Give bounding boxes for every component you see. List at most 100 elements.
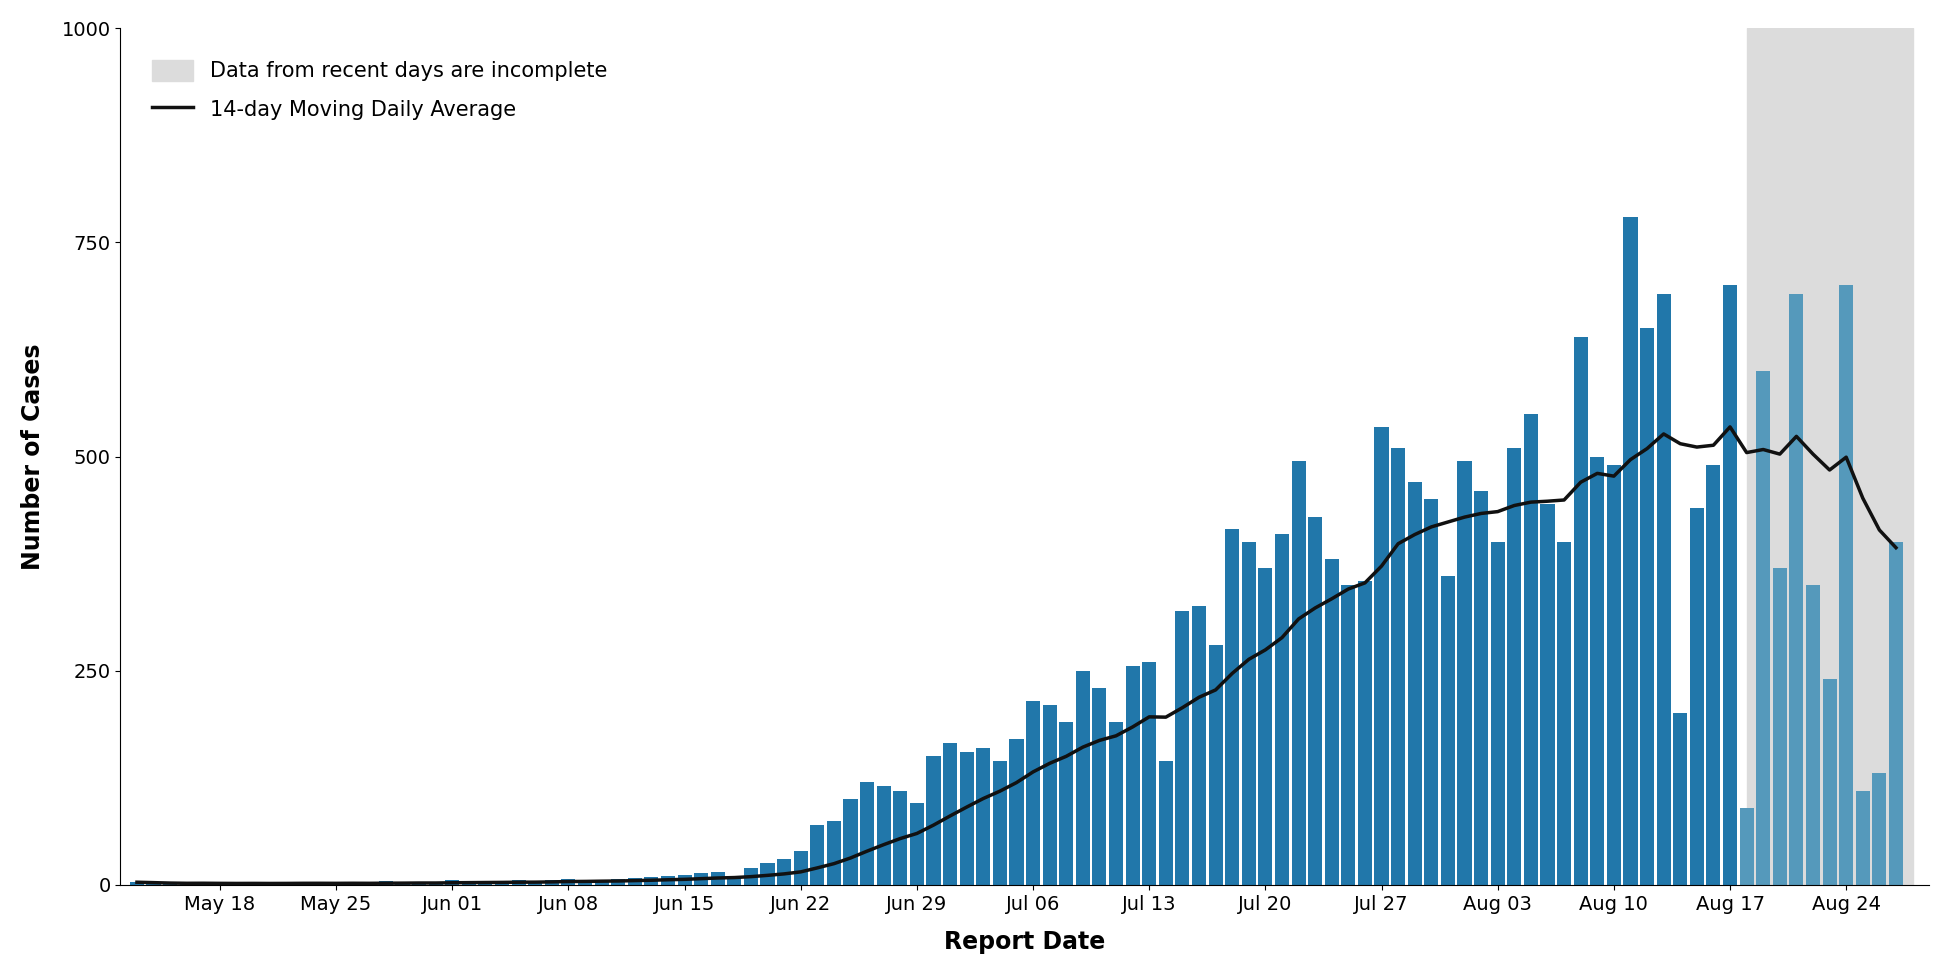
Bar xyxy=(878,786,891,884)
Bar xyxy=(926,757,940,884)
Bar xyxy=(1408,483,1422,884)
Bar xyxy=(1806,585,1819,884)
Bar xyxy=(1291,461,1306,884)
Bar xyxy=(1043,705,1057,884)
Bar xyxy=(1010,739,1024,884)
Bar xyxy=(727,877,741,884)
Bar xyxy=(1624,216,1638,884)
Bar xyxy=(131,882,144,884)
Bar xyxy=(1640,329,1654,884)
Bar xyxy=(694,873,708,884)
Bar xyxy=(893,791,907,884)
Y-axis label: Number of Cases: Number of Cases xyxy=(21,343,45,569)
Bar xyxy=(544,879,560,884)
Bar xyxy=(1258,567,1273,884)
Bar xyxy=(1691,508,1704,884)
Bar xyxy=(495,882,509,884)
Bar xyxy=(944,744,957,884)
Bar xyxy=(1092,687,1106,884)
Bar xyxy=(911,803,924,884)
Bar xyxy=(478,881,493,884)
Bar xyxy=(1158,760,1172,884)
Bar xyxy=(1424,499,1439,884)
Bar xyxy=(577,880,593,884)
Bar xyxy=(595,879,608,884)
Bar xyxy=(1143,662,1156,884)
Bar xyxy=(827,821,840,884)
Bar xyxy=(1589,456,1605,884)
Bar xyxy=(1225,529,1240,884)
Bar xyxy=(1607,465,1620,884)
Bar xyxy=(363,883,376,884)
Bar xyxy=(1242,542,1256,884)
Bar xyxy=(197,883,211,884)
Bar xyxy=(1357,581,1373,884)
Bar xyxy=(710,872,725,884)
X-axis label: Report Date: Report Date xyxy=(944,930,1106,955)
Bar xyxy=(844,800,858,884)
Bar xyxy=(1890,542,1903,884)
Legend: Data from recent days are incomplete, 14-day Moving Daily Average: Data from recent days are incomplete, 14… xyxy=(131,39,628,140)
Bar xyxy=(1724,286,1737,884)
Bar xyxy=(1839,286,1852,884)
Bar xyxy=(1342,585,1355,884)
Bar xyxy=(1191,606,1205,884)
Bar xyxy=(993,760,1006,884)
Bar xyxy=(1556,542,1572,884)
Bar xyxy=(1856,791,1870,884)
Bar xyxy=(462,882,476,884)
Bar xyxy=(146,883,160,884)
Bar xyxy=(1457,461,1472,884)
Bar xyxy=(1490,542,1505,884)
Bar xyxy=(1523,413,1539,884)
Bar xyxy=(1673,714,1687,884)
Bar xyxy=(511,880,526,884)
Bar xyxy=(345,882,359,884)
Bar xyxy=(1790,293,1804,884)
Bar xyxy=(661,877,675,884)
Bar xyxy=(1747,28,1913,884)
Bar xyxy=(312,883,326,884)
Bar xyxy=(1872,773,1886,884)
Bar xyxy=(1706,465,1720,884)
Bar xyxy=(378,881,392,884)
Bar xyxy=(1110,722,1123,884)
Bar xyxy=(1324,560,1340,884)
Bar xyxy=(644,878,659,884)
Bar xyxy=(1507,448,1521,884)
Bar xyxy=(1026,701,1039,884)
Bar xyxy=(1773,567,1786,884)
Bar xyxy=(1574,336,1587,884)
Bar xyxy=(1275,533,1289,884)
Bar xyxy=(396,883,410,884)
Bar xyxy=(1390,448,1406,884)
Bar xyxy=(977,748,991,884)
Bar xyxy=(1474,490,1488,884)
Bar xyxy=(959,752,973,884)
Bar xyxy=(1441,576,1455,884)
Bar xyxy=(1176,610,1190,884)
Bar xyxy=(279,883,292,884)
Bar xyxy=(743,868,759,884)
Bar xyxy=(1076,671,1090,884)
Bar xyxy=(1059,722,1073,884)
Bar xyxy=(1209,645,1223,884)
Bar xyxy=(760,864,774,884)
Bar xyxy=(1823,680,1837,884)
Bar xyxy=(860,782,874,884)
Bar xyxy=(562,878,575,884)
Bar xyxy=(794,850,807,884)
Bar xyxy=(610,878,626,884)
Bar xyxy=(429,883,443,884)
Bar xyxy=(628,878,642,884)
Bar xyxy=(811,825,825,884)
Bar xyxy=(1375,427,1388,884)
Bar xyxy=(445,880,460,884)
Bar xyxy=(528,881,542,884)
Bar xyxy=(296,882,310,884)
Bar xyxy=(1739,807,1753,884)
Bar xyxy=(1658,293,1671,884)
Bar xyxy=(1540,504,1554,884)
Bar xyxy=(778,859,792,884)
Bar xyxy=(411,882,427,884)
